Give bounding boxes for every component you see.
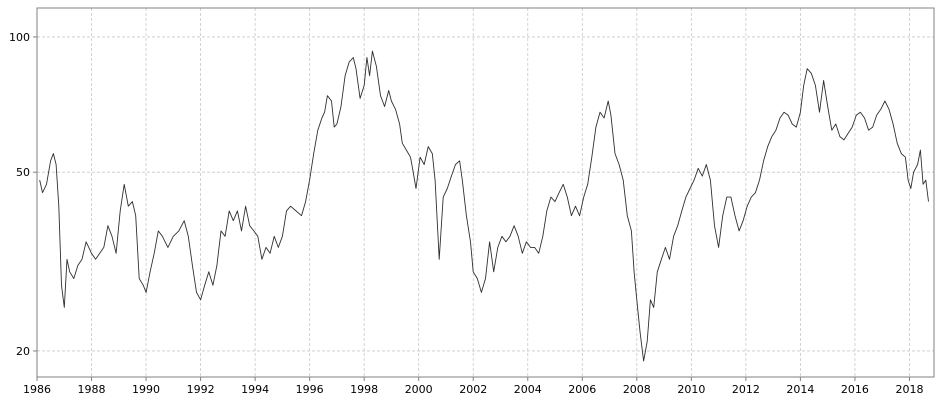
x-tick-label: 2008 — [623, 383, 651, 396]
y-axis-ticks: 20 50 100 — [9, 31, 37, 358]
grid-lines — [36, 8, 934, 377]
x-tick-label: 1992 — [187, 383, 215, 396]
x-tick-label: 2006 — [568, 383, 596, 396]
x-tick-label: 2016 — [841, 383, 869, 396]
series-line-0 — [39, 50, 929, 362]
x-tick-label: 2010 — [677, 383, 705, 396]
x-tick-label: 2012 — [732, 383, 760, 396]
x-tick-label: 2002 — [459, 383, 487, 396]
x-tick-label: 1986 — [23, 383, 51, 396]
y-tick-label: 100 — [9, 31, 30, 44]
x-tick-label: 2018 — [895, 383, 923, 396]
y-tick-label: 20 — [16, 345, 30, 358]
x-tick-label: 1990 — [132, 383, 160, 396]
y-tick-label: 50 — [16, 166, 30, 179]
x-tick-label: 1988 — [78, 383, 106, 396]
x-axis-ticks: 1986 1988 1990 1992 1994 1996 1998 2000 2002 2004… — [23, 377, 923, 396]
x-tick-label: 2004 — [514, 383, 542, 396]
x-tick-label: 2014 — [786, 383, 814, 396]
series-layer — [39, 50, 929, 362]
x-tick-label: 1996 — [296, 383, 324, 396]
plot-frame — [36, 7, 935, 378]
x-tick-label: 2000 — [405, 383, 433, 396]
x-tick-label: 1998 — [350, 383, 378, 396]
x-tick-label: 1994 — [241, 383, 269, 396]
